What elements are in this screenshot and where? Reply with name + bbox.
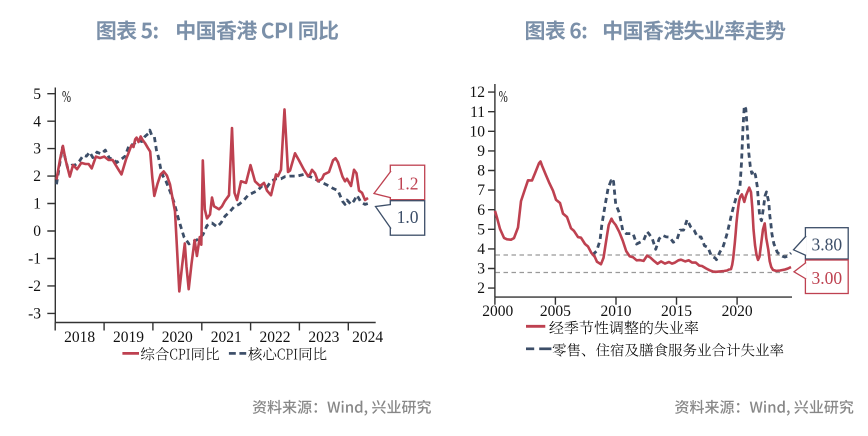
svg-text:-1: -1 (28, 251, 41, 268)
svg-text:1: 1 (33, 196, 41, 213)
svg-text:11: 11 (470, 104, 485, 121)
svg-text:9: 9 (477, 143, 485, 160)
svg-text:-2: -2 (28, 278, 41, 295)
svg-text:4: 4 (33, 113, 41, 130)
svg-text:2010: 2010 (601, 303, 632, 320)
svg-text:2019: 2019 (113, 329, 144, 346)
svg-text:2022: 2022 (260, 329, 291, 346)
svg-text:0: 0 (33, 223, 41, 240)
svg-text:7: 7 (477, 182, 485, 199)
svg-text:2023: 2023 (308, 329, 339, 346)
svg-text:8: 8 (477, 163, 485, 180)
svg-text:-3: -3 (28, 306, 41, 323)
svg-text:5: 5 (33, 86, 41, 103)
svg-text:2015: 2015 (661, 303, 692, 320)
svg-text:2024: 2024 (352, 329, 383, 346)
svg-text:3: 3 (33, 141, 41, 158)
svg-text:2018: 2018 (64, 329, 95, 346)
svg-text:%: % (62, 87, 71, 106)
svg-text:12: 12 (470, 84, 486, 101)
svg-text:2: 2 (477, 280, 485, 297)
svg-text:2020: 2020 (162, 329, 193, 346)
svg-text:2005: 2005 (540, 303, 571, 320)
svg-text:2: 2 (33, 168, 41, 185)
svg-text:10: 10 (470, 123, 486, 140)
svg-text:1.0: 1.0 (397, 207, 419, 227)
svg-text:3.80: 3.80 (811, 235, 842, 255)
svg-text:4: 4 (477, 241, 485, 258)
svg-text:3.00: 3.00 (811, 268, 842, 288)
svg-text:1.2: 1.2 (397, 174, 419, 194)
svg-text:3: 3 (477, 261, 485, 278)
svg-text:2020: 2020 (722, 303, 753, 320)
svg-text:5: 5 (477, 221, 485, 238)
svg-text:6: 6 (477, 202, 485, 219)
svg-text:2000: 2000 (482, 303, 513, 320)
svg-text:2021: 2021 (211, 329, 242, 346)
svg-text:%: % (499, 87, 508, 106)
